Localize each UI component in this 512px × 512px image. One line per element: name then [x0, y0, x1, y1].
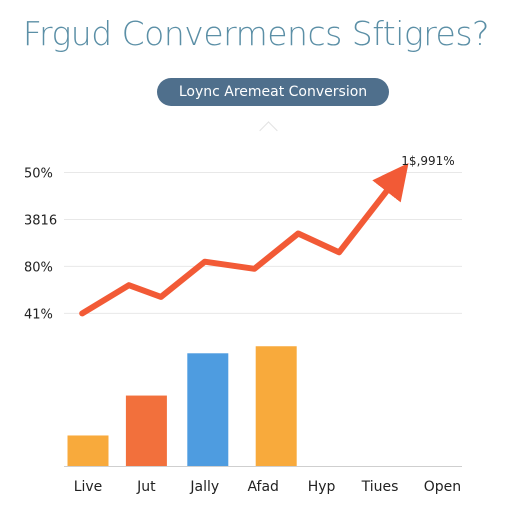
y-tick-label: 41% — [24, 307, 53, 322]
subtitle-pill: Loync Aremeat Conversion — [157, 78, 389, 106]
trend-line — [79, 162, 409, 317]
x-axis-ticks: Live Jut Jally Afad Hyp Tiues Open — [74, 479, 461, 495]
bar — [67, 435, 109, 466]
x-tick-label: Tiues — [361, 479, 399, 495]
x-tick-label: Afad — [247, 479, 278, 495]
chart-title: Frgud Convermencs Sftigres? — [22, 14, 490, 53]
x-tick-label: Open — [424, 479, 461, 495]
x-tick-label: Hyp — [308, 479, 336, 495]
bar — [125, 395, 167, 466]
x-tick-label: Live — [74, 479, 103, 495]
y-axis-ticks: 50% 3816 80% 41% — [24, 166, 57, 322]
y-tick-label: 50% — [24, 166, 53, 181]
y-tick-label: 80% — [24, 260, 53, 275]
gridlines — [64, 171, 462, 314]
x-tick-label: Jally — [189, 479, 219, 495]
y-tick-label: 3816 — [24, 213, 57, 228]
trend-line-series — [79, 162, 409, 317]
bar — [255, 346, 297, 466]
trend-annotation: 1$,991% — [401, 154, 454, 168]
bar — [187, 353, 229, 466]
x-tick-label: Jut — [136, 479, 156, 495]
bar-series — [67, 346, 297, 466]
